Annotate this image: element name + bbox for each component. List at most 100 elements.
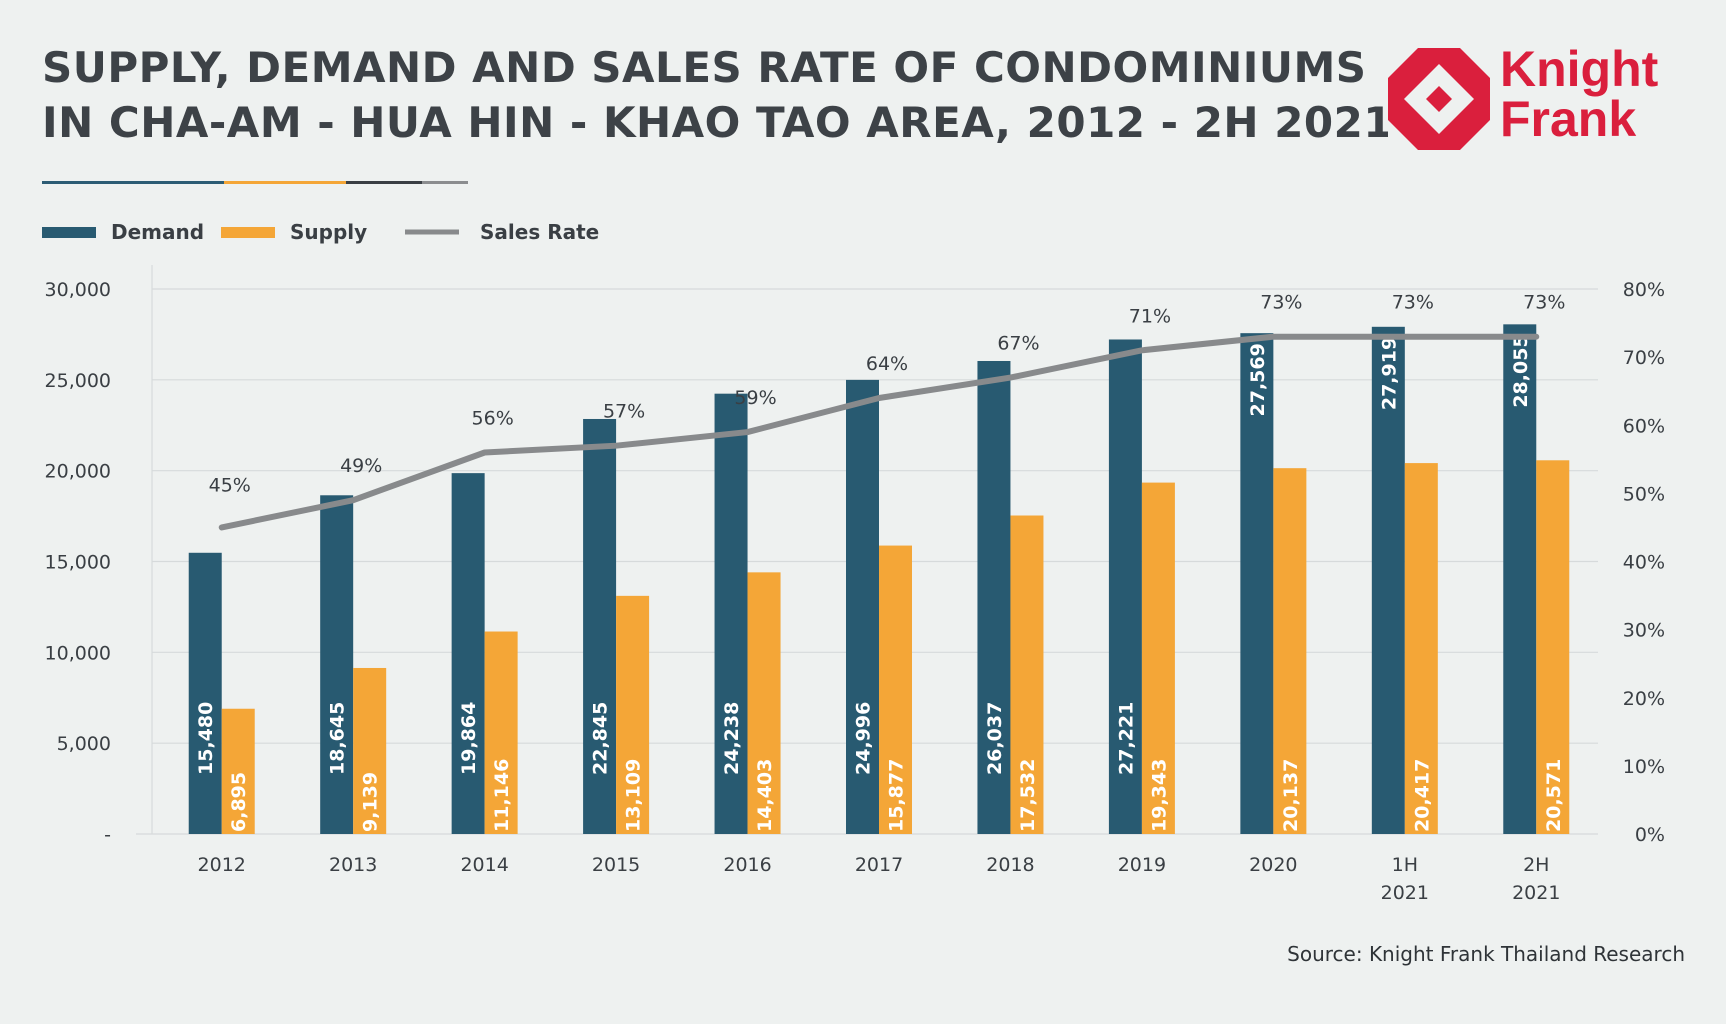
demand-bar — [188, 552, 222, 834]
demand-bar — [320, 495, 354, 834]
supply-bar — [747, 572, 781, 834]
x-tick-label-line: 2021 — [1512, 882, 1560, 904]
x-tick-label: 2016 — [723, 854, 771, 876]
supply-value-label: 19,343 — [1148, 759, 1170, 832]
demand-value-label: 28,055 — [1510, 334, 1532, 407]
demand-value-label: 27,221 — [1115, 702, 1137, 775]
y-right-tick-label: 10% — [1623, 756, 1665, 778]
y-right-tick-label: 50% — [1623, 483, 1665, 505]
supply-bar — [484, 631, 518, 834]
chart-title: SUPPLY, DEMAND AND SALES RATE OF CONDOMI… — [42, 40, 1393, 150]
underline-segment-3 — [346, 181, 422, 184]
sales-rate-label: 49% — [340, 455, 382, 477]
y-right-tick-label: 20% — [1623, 688, 1665, 710]
x-tick-label-line: 1H — [1392, 854, 1418, 876]
legend-label: Supply — [290, 220, 367, 244]
y-right-tick-label: 0% — [1635, 824, 1665, 846]
x-tick-label: 2015 — [592, 854, 640, 876]
x-tick-label: 2013 — [329, 854, 377, 876]
title-underline — [42, 181, 468, 184]
demand-bar — [451, 473, 485, 834]
x-tick-label: 1H 2021 — [1381, 854, 1429, 904]
supply-value-label: 6,895 — [228, 772, 250, 832]
y-right-tick-label: 70% — [1623, 347, 1665, 369]
sales-rate-label: 57% — [603, 401, 645, 423]
demand-bar — [977, 360, 1011, 834]
demand-value-label: 26,037 — [984, 702, 1006, 775]
demand-value-label: 19,864 — [458, 702, 480, 775]
demand-value-label: 18,645 — [327, 702, 349, 775]
x-tick-label: 2018 — [986, 854, 1034, 876]
logo-mark-icon — [1388, 48, 1490, 150]
underline-segment-2 — [224, 181, 346, 184]
logo-line-1: Knight — [1500, 41, 1659, 97]
demand-value-label: 27,569 — [1247, 343, 1269, 416]
source-note: Source: Knight Frank Thailand Research — [1287, 942, 1685, 966]
legend-label: Demand — [111, 220, 204, 244]
supply-value-label: 17,532 — [1017, 759, 1039, 832]
demand-value-label: 22,845 — [590, 702, 612, 775]
x-tick-label-line: 2021 — [1381, 882, 1429, 904]
x-tick-label: 2019 — [1118, 854, 1166, 876]
y-left-tick-label: - — [104, 824, 111, 846]
logo-wordmark: Knight Frank — [1500, 44, 1658, 144]
supply-value-label: 9,139 — [360, 772, 382, 832]
y-left-tick-label: 15,000 — [45, 552, 111, 574]
knight-frank-logo: Knight Frank — [1388, 44, 1688, 150]
legend-item-1: Demand — [42, 220, 204, 244]
sales-rate-label: 73% — [1523, 292, 1565, 314]
supply-bar — [221, 708, 255, 834]
x-tick-label: 2012 — [198, 854, 246, 876]
supply-bar — [616, 595, 650, 834]
sales-rate-label: 71% — [1129, 305, 1171, 327]
y-right-tick-label: 80% — [1623, 279, 1665, 301]
sales-rate-label: 67% — [997, 333, 1039, 355]
y-right-tick-label: 40% — [1623, 552, 1665, 574]
legend-swatch — [221, 227, 275, 238]
y-right-tick-label: 60% — [1623, 415, 1665, 437]
y-left-tick-label: 5,000 — [57, 733, 111, 755]
chart-title-line-1: SUPPLY, DEMAND AND SALES RATE OF CONDOMI… — [42, 43, 1367, 92]
chart: Demand Supply Sales Rate - 5,000 10,000 15,000… — [42, 220, 1665, 904]
logo-line-2: Frank — [1500, 91, 1637, 147]
supply-value-label: 11,146 — [491, 759, 513, 832]
underline-segment-1 — [42, 181, 224, 184]
demand-value-label: 15,480 — [195, 702, 217, 775]
supply-bar — [1141, 482, 1175, 834]
demand-bar — [1371, 326, 1405, 834]
demand-value-label: 27,919 — [1378, 337, 1400, 410]
demand-bar — [583, 418, 617, 834]
supply-value-label: 15,877 — [886, 759, 908, 832]
y-right-tick-label: 30% — [1623, 620, 1665, 642]
y-left-tick-label: 10,000 — [45, 642, 111, 664]
sales-rate-label: 59% — [734, 387, 776, 409]
demand-value-label: 24,996 — [853, 702, 875, 775]
supply-value-label: 13,109 — [623, 759, 645, 832]
x-tick-label: 2H 2021 — [1512, 854, 1560, 904]
legend-item-2: Supply — [221, 220, 367, 244]
sales-rate-label: 64% — [866, 353, 908, 375]
sales-rate-line — [218, 333, 1540, 531]
supply-value-label: 20,571 — [1543, 759, 1565, 832]
y-left-tick-label: 20,000 — [45, 461, 111, 483]
supply-bar — [353, 667, 387, 834]
supply-value-label: 14,403 — [754, 759, 776, 832]
x-tick-label: 2014 — [460, 854, 508, 876]
supply-value-label: 20,137 — [1280, 759, 1302, 832]
demand-value-label: 24,238 — [721, 702, 743, 775]
supply-bar — [879, 545, 912, 834]
y-left-tick-label: 30,000 — [45, 279, 111, 301]
demand-bar — [1240, 333, 1274, 834]
supply-bar — [1273, 468, 1307, 834]
sales-rate-label: 73% — [1260, 292, 1302, 314]
demand-bar — [1503, 324, 1537, 834]
supply-bar — [1536, 460, 1570, 834]
legend-swatch — [42, 227, 96, 238]
x-tick-label-line: 2H — [1523, 854, 1549, 876]
supply-bar — [1404, 463, 1438, 834]
x-tick-label: 2020 — [1249, 854, 1297, 876]
supply-bar — [1010, 515, 1044, 834]
underline-segment-4 — [422, 181, 468, 184]
legend-label: Sales Rate — [480, 220, 599, 244]
x-tick-label: 2017 — [855, 854, 903, 876]
